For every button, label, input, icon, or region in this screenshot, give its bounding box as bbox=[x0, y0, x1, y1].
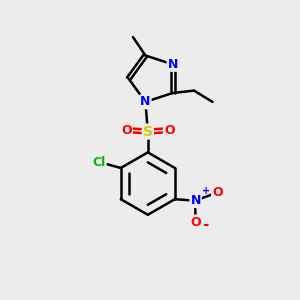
Text: +: + bbox=[202, 186, 211, 196]
Text: N: N bbox=[167, 58, 178, 71]
Text: S: S bbox=[143, 124, 153, 139]
Text: Cl: Cl bbox=[92, 156, 106, 170]
Text: -: - bbox=[202, 217, 208, 232]
Text: O: O bbox=[121, 124, 132, 136]
Text: N: N bbox=[140, 95, 151, 108]
Text: O: O bbox=[212, 186, 223, 199]
Text: O: O bbox=[164, 124, 175, 136]
Text: N: N bbox=[190, 194, 201, 207]
Text: O: O bbox=[190, 216, 201, 229]
